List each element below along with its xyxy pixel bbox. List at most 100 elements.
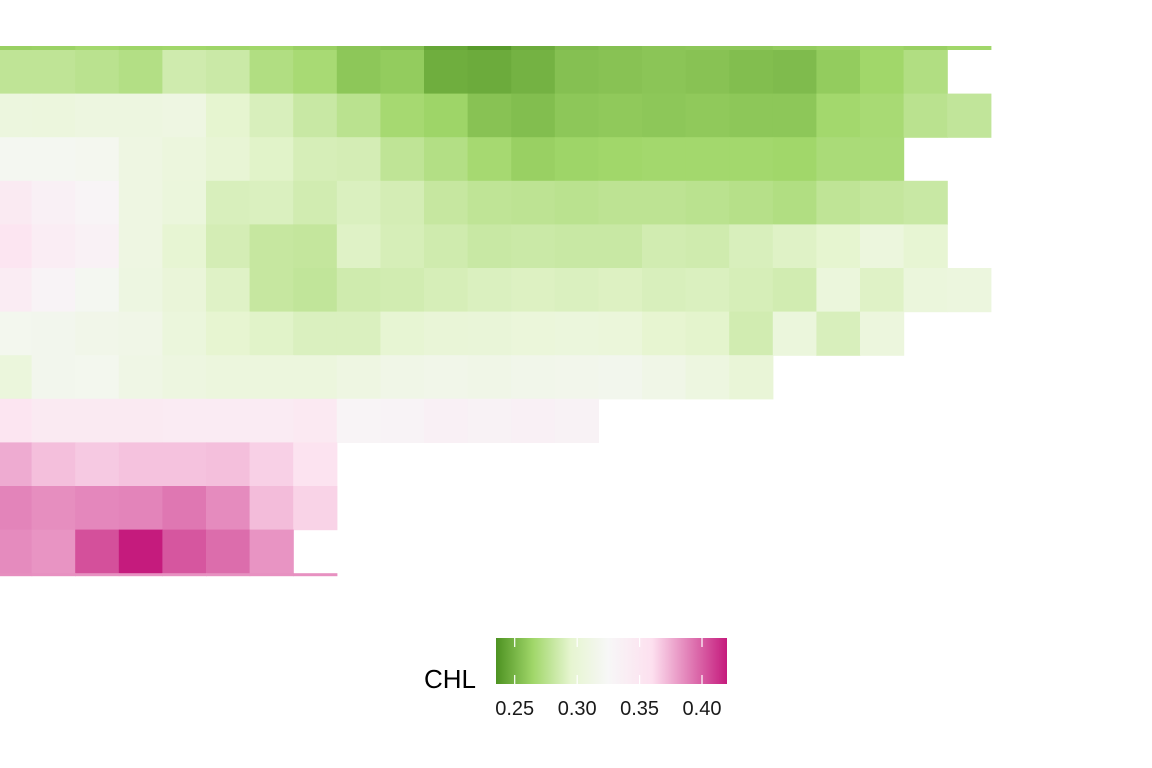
- heatmap-cell: [642, 93, 687, 138]
- heatmap-cell: [642, 180, 687, 225]
- heatmap-cell: [249, 46, 294, 50]
- heatmap-cell: [293, 46, 338, 50]
- heatmap-cell: [0, 529, 33, 574]
- heatmap-cell: [31, 180, 76, 225]
- heatmap-cell: [642, 46, 687, 50]
- heatmap-cell: [816, 50, 861, 95]
- heatmap-cell: [860, 137, 905, 182]
- heatmap-cell: [860, 224, 905, 269]
- heatmap-cell: [31, 93, 76, 138]
- heatmap-cell: [206, 46, 251, 50]
- heatmap-cell: [380, 93, 425, 138]
- heatmap-cell: [424, 398, 469, 443]
- heatmap-cell: [380, 50, 425, 95]
- heatmap-cell: [816, 268, 861, 313]
- heatmap-cell: [118, 224, 163, 269]
- heatmap-cell: [118, 398, 163, 443]
- heatmap-cell: [336, 137, 381, 182]
- heatmap-cell: [31, 355, 76, 400]
- heatmap-cell: [293, 93, 338, 138]
- heatmap-cell: [380, 398, 425, 443]
- heatmap-cell: [772, 137, 817, 182]
- legend-gradient-bar: [496, 638, 727, 684]
- heatmap-cell: [206, 398, 251, 443]
- legend-title: CHL: [424, 664, 477, 694]
- heatmap-cell: [424, 50, 469, 95]
- heatmap-cell: [249, 573, 294, 577]
- heatmap-cell: [249, 355, 294, 400]
- heatmap-cell: [380, 268, 425, 313]
- heatmap-cell: [467, 224, 512, 269]
- heatmap-cell: [511, 224, 556, 269]
- heatmap-cell: [511, 50, 556, 95]
- heatmap-cell: [598, 355, 643, 400]
- heatmap-cell: [31, 486, 76, 531]
- heatmap-cell: [293, 50, 338, 95]
- heatmap-cell: [0, 50, 33, 95]
- heatmap-cell: [424, 268, 469, 313]
- heatmap-cell: [0, 93, 33, 138]
- heatmap-cell: [554, 355, 599, 400]
- heatmap-cell: [598, 93, 643, 138]
- legend-tick-label: 0.25: [495, 698, 535, 720]
- heatmap-cell: [511, 311, 556, 356]
- heatmap-cell: [816, 224, 861, 269]
- heatmap-cell: [424, 93, 469, 138]
- heatmap-cell: [162, 442, 207, 487]
- heatmap-cell: [511, 180, 556, 225]
- heatmap-cell: [554, 50, 599, 95]
- heatmap-cell: [860, 180, 905, 225]
- heatmap-cell: [75, 137, 120, 182]
- heatmap-cell: [729, 180, 774, 225]
- heatmap-cell: [772, 268, 817, 313]
- heatmap-cell: [903, 93, 948, 138]
- heatmap-cell: [642, 224, 687, 269]
- heatmap-cell: [75, 224, 120, 269]
- legend-tick-label: 0.40: [682, 698, 722, 720]
- heatmap-cell: [0, 268, 33, 313]
- heatmap-cell: [162, 180, 207, 225]
- heatmap-cell: [598, 311, 643, 356]
- heatmap-cell: [511, 355, 556, 400]
- heatmap-cell: [118, 529, 163, 574]
- heatmap-cell: [860, 46, 905, 50]
- heatmap-cell: [467, 50, 512, 95]
- heatmap-cell: [162, 93, 207, 138]
- heatmap-cell: [249, 50, 294, 95]
- heatmap-cell: [206, 529, 251, 574]
- heatmap-cell: [511, 137, 556, 182]
- heatmap-cell: [467, 398, 512, 443]
- heatmap-cell: [293, 268, 338, 313]
- legend-tick-label: 0.35: [620, 698, 660, 720]
- heatmap-cell: [293, 224, 338, 269]
- heatmap-cell: [336, 50, 381, 95]
- heatmap-cell: [75, 486, 120, 531]
- heatmap-cell: [467, 180, 512, 225]
- heatmap-cell: [118, 573, 163, 577]
- heatmap-cell: [162, 486, 207, 531]
- heatmap-cell: [118, 268, 163, 313]
- heatmap-cell: [249, 529, 294, 574]
- heatmap-cell: [206, 180, 251, 225]
- heatmap-cell: [249, 224, 294, 269]
- heatmap-cell: [118, 180, 163, 225]
- heatmap-cell: [816, 137, 861, 182]
- heatmap-cell: [249, 311, 294, 356]
- heatmap-cell: [206, 224, 251, 269]
- heatmap-cell: [293, 180, 338, 225]
- heatmap-cell: [0, 137, 33, 182]
- heatmap-cell: [293, 486, 338, 531]
- heatmap-cell: [31, 529, 76, 574]
- heatmap-cell: [31, 442, 76, 487]
- heatmap-cell: [860, 50, 905, 95]
- heatmap-cell: [424, 180, 469, 225]
- heatmap-cell: [75, 398, 120, 443]
- heatmap-cell: [380, 180, 425, 225]
- heatmap-cell: [467, 137, 512, 182]
- heatmap-cell: [729, 224, 774, 269]
- heatmap-cell: [75, 50, 120, 95]
- heatmap-cell: [162, 268, 207, 313]
- heatmap-cell: [380, 46, 425, 50]
- heatmap-cell: [162, 573, 207, 577]
